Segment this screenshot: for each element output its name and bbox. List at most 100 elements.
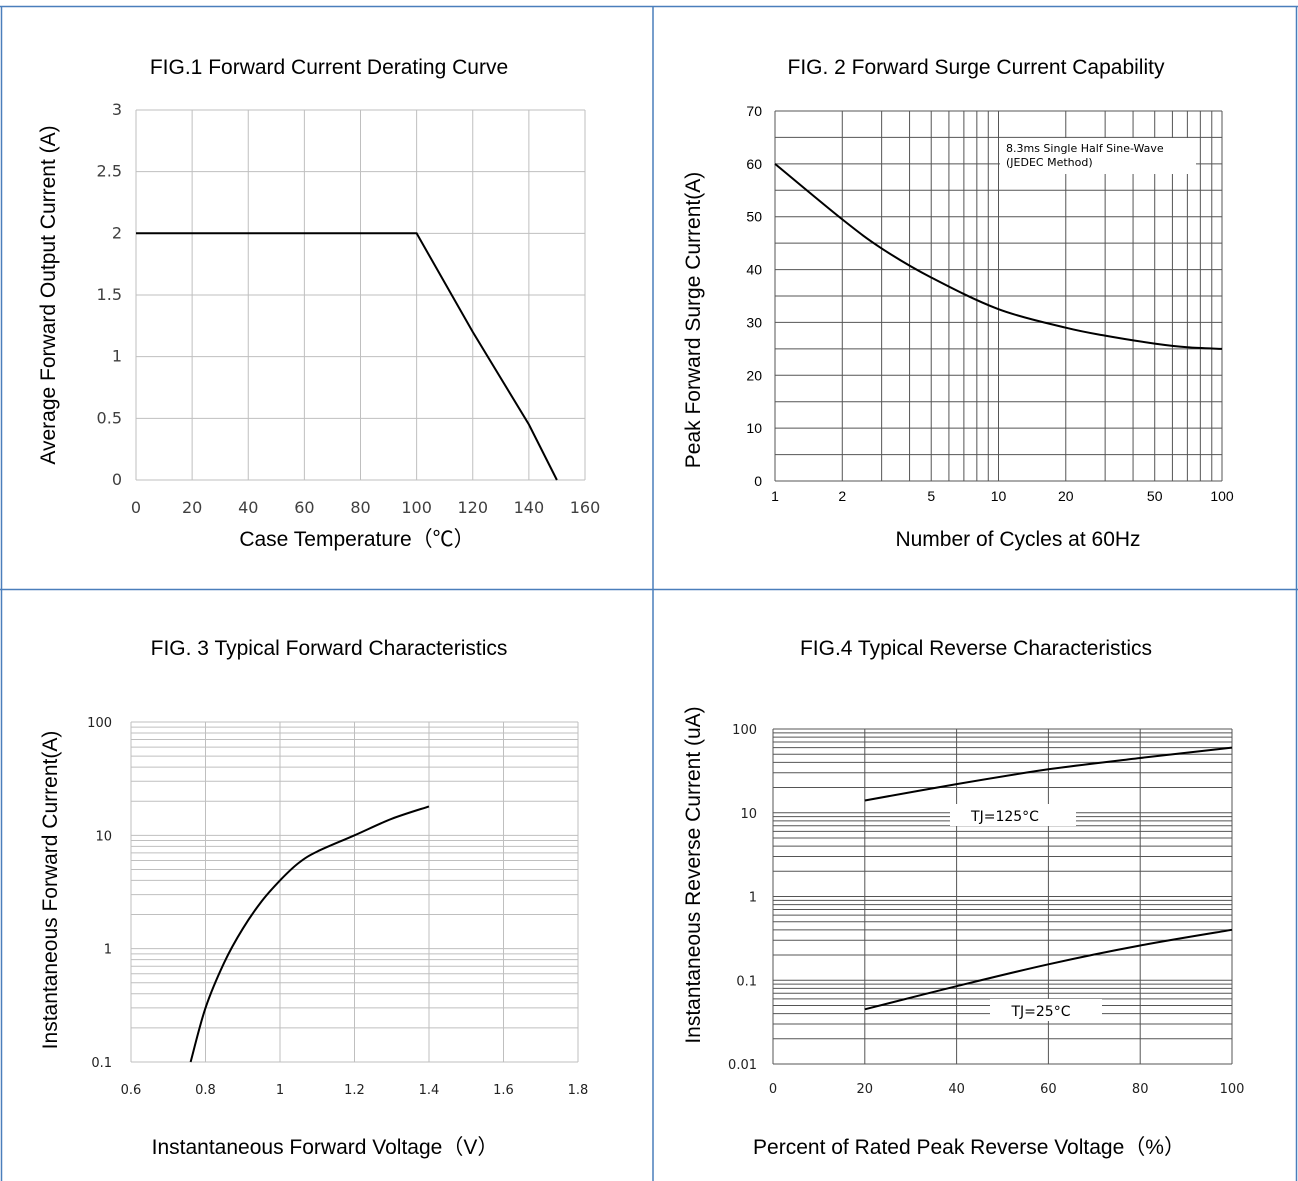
y-tick-label: 0.5	[97, 408, 122, 427]
y-tick-label: 100	[732, 723, 757, 738]
y-tick-labels: 0.01 0.1 1 10 100	[728, 723, 757, 1073]
x-axis-label: Instantaneous Forward Voltage（V）	[152, 1136, 499, 1159]
y-tick-label: 20	[746, 367, 762, 383]
annotation-box: 8.3ms Single Half Sine-Wave (JEDEC Metho…	[1000, 138, 1196, 174]
y-tick-label: 30	[746, 314, 762, 330]
grid	[774, 110, 1223, 482]
y-tick-label: 60	[746, 156, 762, 172]
chart-title: FIG. 2 Forward Surge Current Capability	[788, 56, 1165, 79]
series-line	[774, 163, 1223, 350]
series-label-tj25: TJ=25°C	[1010, 1004, 1070, 1020]
y-tick-label: 0	[754, 473, 762, 489]
y-tick-label: 0	[112, 470, 122, 489]
x-tick-label: 120	[457, 498, 488, 517]
y-tick-label: 40	[746, 262, 762, 278]
y-axis-label: Peak Forward Surge Current(A)	[682, 172, 705, 468]
y-axis-label: Instantaneous Reverse Current (uA)	[682, 706, 705, 1043]
x-tick-label: 0.6	[121, 1083, 142, 1098]
x-tick-label: 20	[1058, 488, 1074, 504]
chart-fig1: FIG.1 Forward Current Derating Curve Cas…	[37, 56, 600, 551]
y-tick-label: 100	[87, 716, 112, 731]
series-line	[189, 805, 430, 1063]
series-label-background	[990, 999, 1102, 1021]
x-tick-label: 1.2	[344, 1083, 365, 1098]
x-axis-label: Case Temperature（℃）	[239, 528, 474, 551]
y-tick-labels: 0.1 1 10 100	[87, 716, 112, 1071]
grid	[772, 728, 1233, 1065]
series	[864, 746, 1233, 1011]
grid	[135, 109, 586, 481]
chart-title: FIG.4 Typical Reverse Characteristics	[800, 637, 1152, 660]
x-tick-label: 60	[294, 498, 314, 517]
y-tick-label: 50	[746, 209, 762, 225]
x-tick-label: 5	[927, 488, 935, 504]
x-tick-label: 0	[131, 498, 141, 517]
y-tick-label: 70	[746, 103, 762, 119]
series	[189, 805, 430, 1063]
chart-fig3: FIG. 3 Typical Forward Characteristics I…	[39, 637, 588, 1159]
x-tick-label: 0.8	[195, 1083, 216, 1098]
y-tick-label: 10	[95, 829, 112, 844]
y-tick-labels: 0 10 20 30 40 50 60 70	[746, 103, 762, 489]
x-tick-label: 20	[182, 498, 202, 517]
x-tick-labels: 0.6 0.8 1 1.2 1.4 1.6 1.8	[121, 1083, 589, 1098]
x-tick-label: 1.6	[493, 1083, 514, 1098]
x-tick-label: 1	[276, 1083, 284, 1098]
x-tick-label: 60	[1040, 1082, 1057, 1097]
series	[136, 232, 558, 481]
y-axis-label: Average Forward Output Current (A)	[37, 125, 60, 464]
annotation-background	[1000, 138, 1196, 174]
series-line-tj125	[864, 746, 1233, 802]
panel-borders	[0, 5, 1298, 1181]
y-tick-label: 1.5	[97, 285, 122, 304]
x-tick-label: 10	[991, 488, 1007, 504]
x-tick-label: 140	[514, 498, 545, 517]
x-tick-label: 2	[838, 488, 846, 504]
series-labels: TJ=125°C TJ=25°C	[950, 804, 1102, 1021]
x-tick-label: 100	[1210, 488, 1234, 504]
x-tick-labels: 0 20 40 60 80 100 120 140 160	[131, 498, 600, 517]
x-axis-label: Number of Cycles at 60Hz	[895, 528, 1140, 551]
y-tick-label: 0.01	[728, 1058, 757, 1073]
x-tick-label: 100	[1220, 1082, 1245, 1097]
x-tick-labels: 0 20 40 60 80 100	[769, 1082, 1245, 1097]
y-tick-label: 1	[112, 347, 122, 366]
grid	[130, 721, 579, 1063]
annotation-line-2: (JEDEC Method)	[1006, 156, 1093, 169]
x-tick-label: 80	[1132, 1082, 1149, 1097]
x-tick-label: 40	[238, 498, 258, 517]
series-label-background	[950, 804, 1076, 826]
y-tick-label: 1	[104, 943, 112, 958]
y-tick-label: 3	[112, 100, 122, 119]
chart-fig4: FIG.4 Typical Reverse Characteristics Pe…	[682, 637, 1244, 1159]
y-tick-label: 0.1	[736, 974, 757, 989]
x-tick-label: 50	[1147, 488, 1163, 504]
series-line	[136, 232, 558, 481]
series	[774, 163, 1223, 350]
chart-title: FIG. 3 Typical Forward Characteristics	[151, 637, 508, 660]
y-tick-label: 10	[746, 420, 762, 436]
x-tick-label: 0	[769, 1082, 777, 1097]
y-tick-label: 2	[112, 223, 122, 242]
annotation-line-1: 8.3ms Single Half Sine-Wave	[1006, 142, 1164, 155]
x-tick-label: 1.8	[568, 1083, 589, 1098]
x-tick-label: 40	[948, 1082, 965, 1097]
series-label-tj125: TJ=125°C	[970, 809, 1039, 825]
x-tick-label: 1	[771, 488, 779, 504]
y-tick-label: 1	[749, 891, 757, 906]
x-axis-label: Percent of Rated Peak Reverse Voltage（%）	[753, 1136, 1185, 1159]
x-tick-label: 20	[857, 1082, 874, 1097]
y-tick-label: 0.1	[91, 1056, 112, 1071]
chart-fig2: FIG. 2 Forward Surge Current Capability …	[682, 56, 1234, 551]
chart-title: FIG.1 Forward Current Derating Curve	[150, 56, 508, 79]
x-tick-label: 100	[401, 498, 432, 517]
series-line-tj25	[864, 928, 1233, 1011]
y-tick-label: 10	[740, 807, 757, 822]
x-tick-label: 80	[350, 498, 370, 517]
x-tick-labels: 1 2 5 10 20 50 100	[771, 488, 1234, 504]
x-tick-label: 160	[570, 498, 601, 517]
x-tick-label: 1.4	[419, 1083, 440, 1098]
y-tick-label: 2.5	[97, 162, 122, 181]
